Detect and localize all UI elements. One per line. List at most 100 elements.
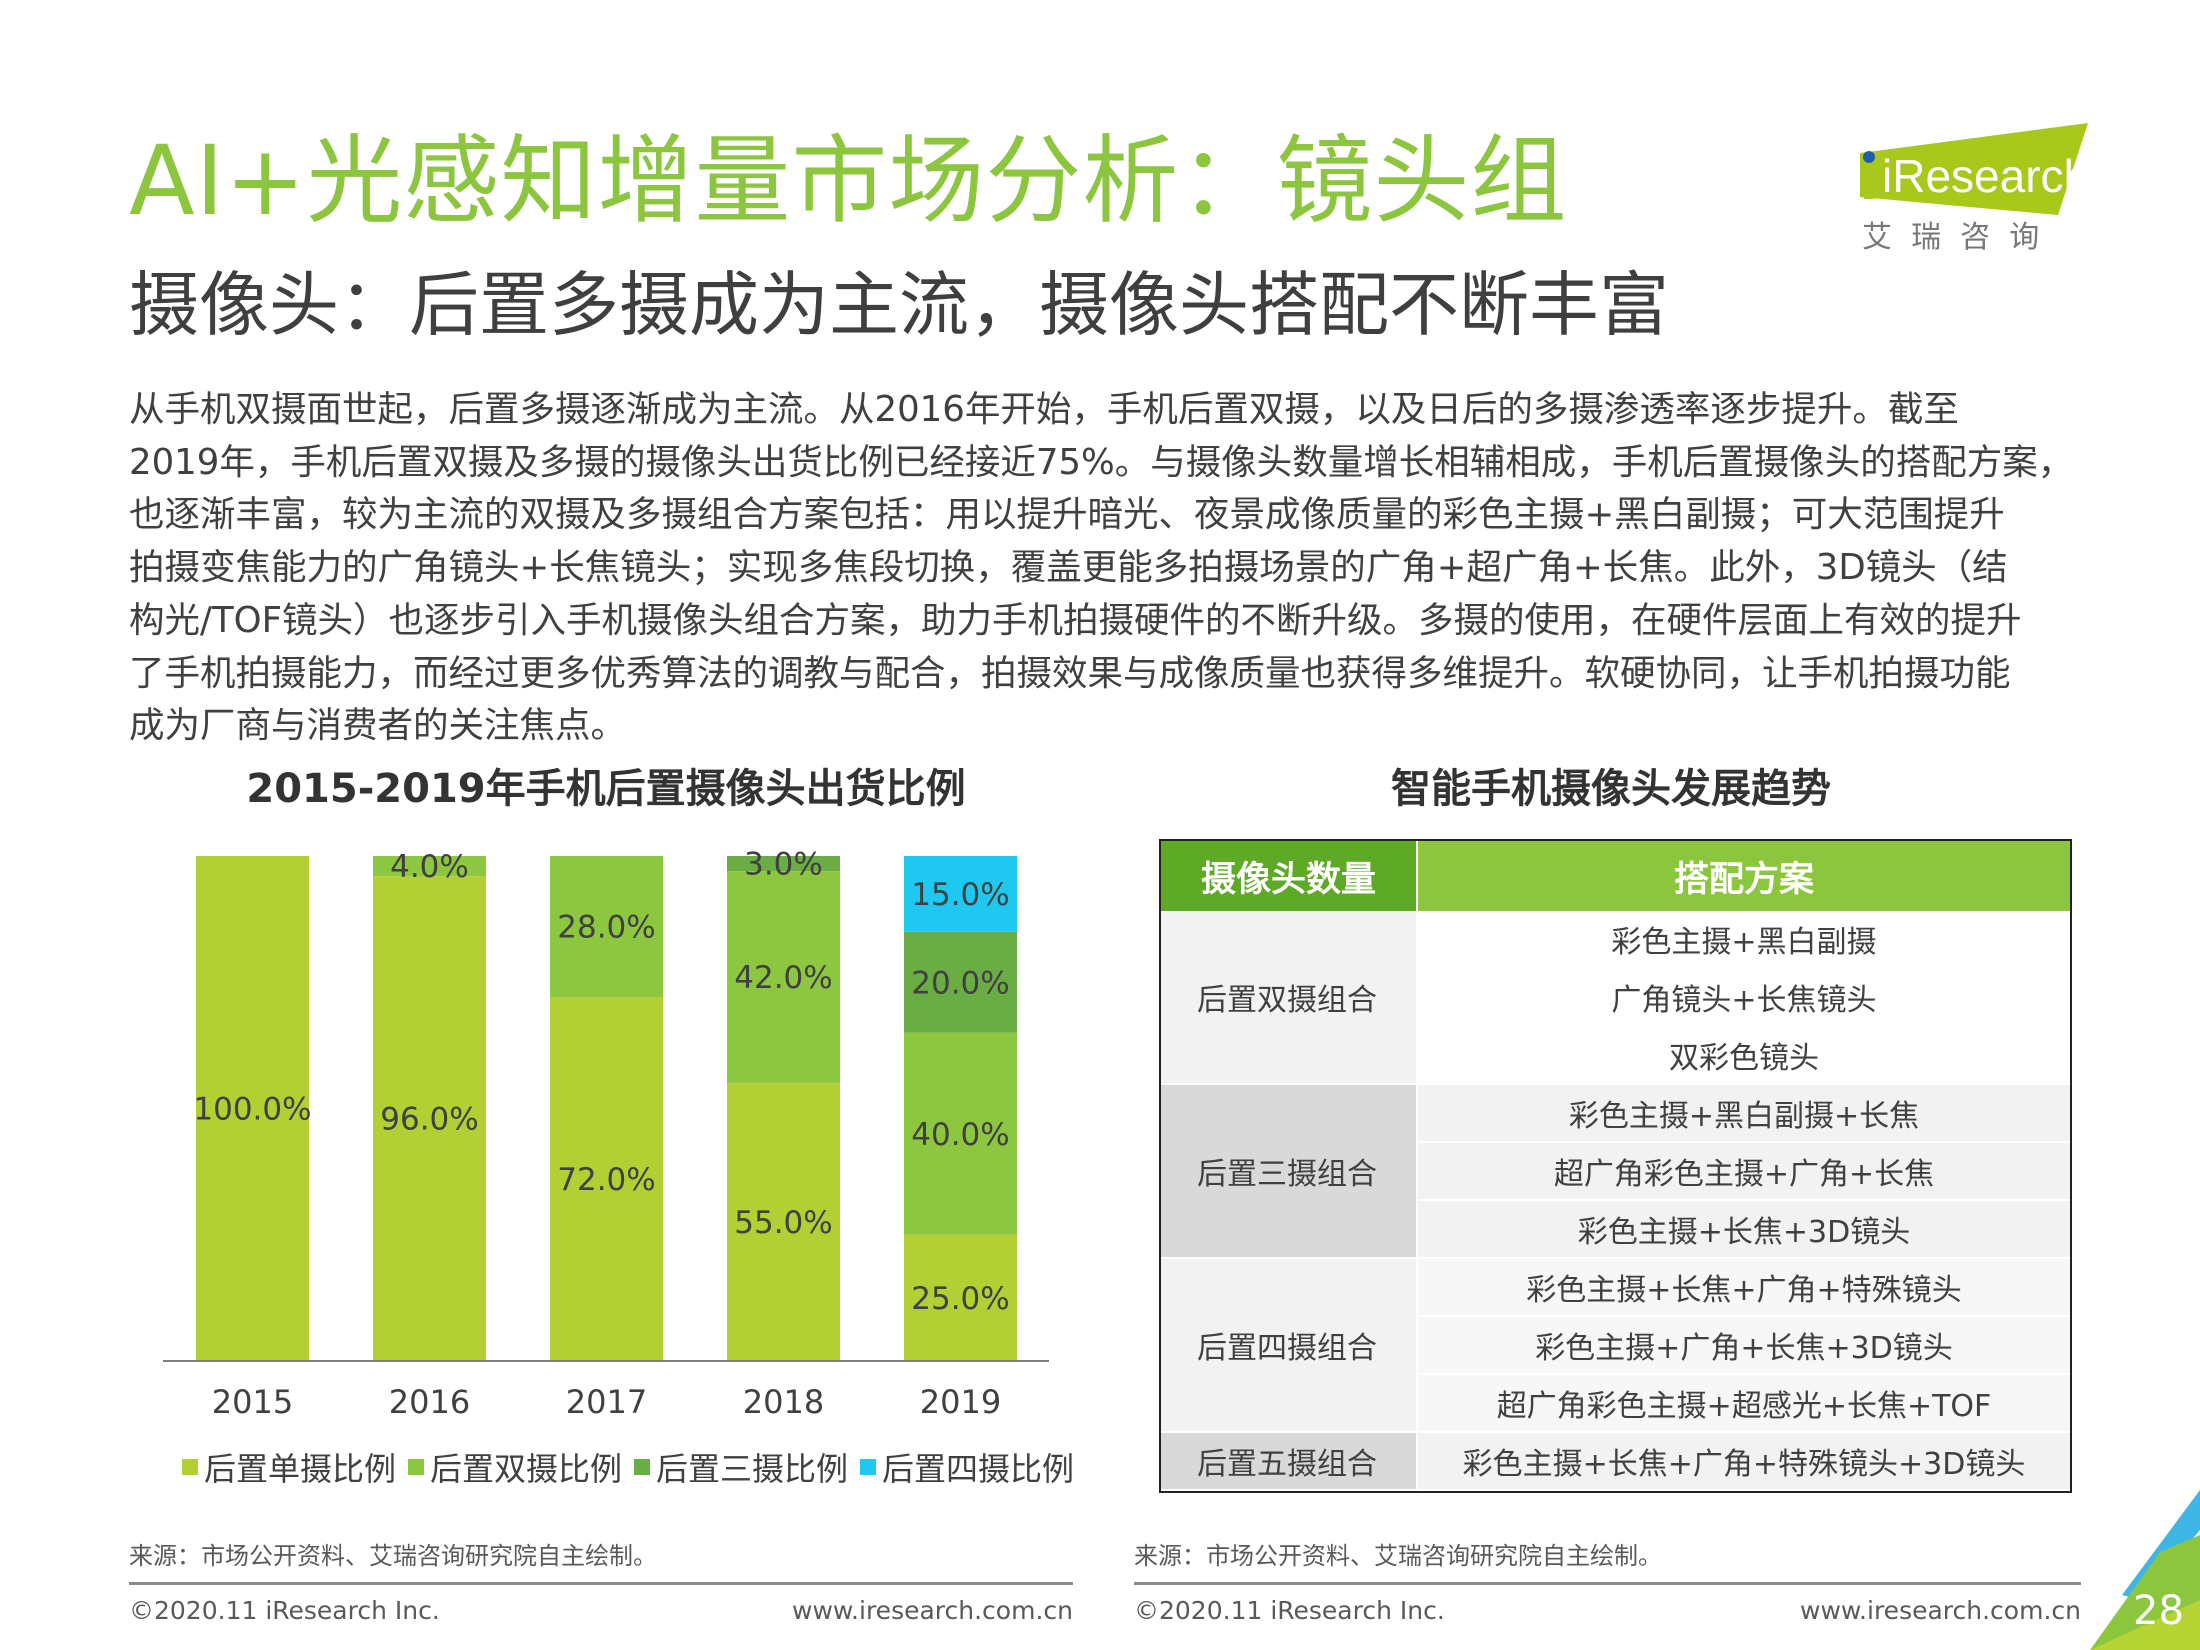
bar-segment xyxy=(550,997,663,1361)
data-label: 96.0% xyxy=(380,1102,478,1138)
body-line: 构光/TOF镜头）也逐步引入手机摄像头组合方案，助力手机拍摄硬件的不断升级。多摄… xyxy=(129,599,2022,641)
legend-label: 后置四摄比例 xyxy=(882,1450,1075,1488)
combination-cell: 彩色主摄+长焦+广角+特殊镜头+3D镜头 xyxy=(1417,1432,2070,1491)
table-row: 超广角彩色主摄+广角+长焦 xyxy=(1161,1142,2070,1201)
legend-swatch xyxy=(860,1459,877,1475)
iresearch-logo: iResearch 艾 瑞 咨 询 xyxy=(1860,123,2089,255)
legend-swatch xyxy=(182,1459,198,1475)
combination-cell: 彩色主摄+广角+长焦+3D镜头 xyxy=(1417,1316,2070,1375)
combination-cell: 彩色主摄+黑白副摄+长焦 xyxy=(1417,1084,2070,1143)
page-subtitle: 摄像头：后置多摄成为主流，摄像头搭配不断丰富 xyxy=(129,264,1669,346)
combination-cell: 超广角彩色主摄+超感光+长焦+TOF xyxy=(1417,1374,2070,1433)
body-line: 也逐渐丰富，较为主流的双摄及多摄组合方案包括：用以提升暗光、夜景成像质量的彩色主… xyxy=(129,494,2005,536)
table-row: 广角镜头+长焦镜头 xyxy=(1161,968,2070,1027)
combination-cell: 广角镜头+长焦镜头 xyxy=(1417,968,2070,1027)
website-link-right[interactable]: www.iresearch.com.cn xyxy=(1800,1596,2081,1625)
bar-segment xyxy=(196,856,309,1361)
data-label: 4.0% xyxy=(390,849,469,885)
body-line: 从手机双摄面世起，后置多摄逐渐成为主流。从2016年开始，手机后置双摄，以及日后… xyxy=(129,389,1959,430)
bar-segment xyxy=(373,876,486,1361)
table-title: 智能手机摄像头发展趋势 xyxy=(1391,766,1831,812)
bar-segment xyxy=(904,1234,1017,1361)
combination-cell: 超广角彩色主摄+广角+长焦 xyxy=(1417,1142,2070,1201)
copyright-right: ©2020.11 iResearch Inc. xyxy=(1134,1596,1445,1625)
bar-segment xyxy=(904,856,1017,932)
corner-lime-block xyxy=(2090,1600,2200,1650)
camera-count-cell: 后置双摄组合 xyxy=(1161,911,1418,1085)
combination-cell: 彩色主摄+长焦+3D镜头 xyxy=(1417,1200,2070,1259)
data-label: 25.0% xyxy=(911,1281,1009,1317)
table-row: 彩色主摄+广角+长焦+3D镜头 xyxy=(1161,1316,2070,1375)
copyright-left: ©2020.11 iResearch Inc. xyxy=(129,1596,440,1625)
logo-wordmark: iResearch xyxy=(1882,150,2089,202)
x-tick-label: 2019 xyxy=(920,1383,1001,1421)
combination-cell: 彩色主摄+长焦+广角+特殊镜头 xyxy=(1417,1258,2070,1317)
body-line: 2019年，手机后置双摄及多摄的摄像头出货比例已经接近75%。与摄像头数量增长相… xyxy=(129,441,2074,483)
legend-label: 后置三摄比例 xyxy=(656,1450,849,1488)
body-line: 了手机拍摄能力，而经过更多优秀算法的调教与配合，拍摄效果与成像质量也获得多维提升… xyxy=(129,652,2011,694)
data-label: 40.0% xyxy=(911,1117,1009,1153)
bar-segment xyxy=(727,871,840,1084)
page-title: AI+光感知增量市场分析：镜头组 xyxy=(129,125,1568,237)
page-number: 28 xyxy=(2133,1588,2184,1634)
website-link-left[interactable]: www.iresearch.com.cn xyxy=(792,1596,1073,1625)
body-line: 成为厂商与消费者的关注焦点。 xyxy=(129,705,627,747)
data-label: 3.0% xyxy=(744,847,823,883)
corner-decoration xyxy=(2090,1490,2200,1650)
legend-label: 后置单摄比例 xyxy=(204,1450,397,1488)
x-tick-label: 2015 xyxy=(212,1383,293,1421)
legend-item: 后置四摄比例 xyxy=(860,1444,1074,1490)
body-paragraph: 从手机双摄面世起，后置多摄逐渐成为主流。从2016年开始，手机后置双摄，以及日后… xyxy=(129,384,2129,753)
camera-count-cell: 后置四摄组合 xyxy=(1161,1258,1418,1433)
x-tick-label: 2018 xyxy=(743,1383,824,1421)
camera-count-cell: 后置三摄组合 xyxy=(1161,1084,1418,1259)
logo-i-stem xyxy=(1864,167,1874,199)
data-label: 15.0% xyxy=(911,877,1009,913)
stacked-bar-chart: 100.0% 2015 96.0% 4.0% 2016 72.0% 28.0% 2017 55.… xyxy=(163,847,1049,1421)
header-combination: 搭配方案 xyxy=(1416,841,2070,911)
legend-label: 后置双摄比例 xyxy=(430,1450,623,1488)
data-label: 42.0% xyxy=(734,960,832,996)
body-line: 拍摄变焦能力的广角镜头+长焦镜头；实现多焦段切换，覆盖更能多拍摄场景的广角+超广… xyxy=(129,547,2008,589)
table-row: 后置三摄组合 彩色主摄+黑白副摄+长焦 xyxy=(1161,1084,2070,1259)
legend-swatch xyxy=(408,1459,425,1475)
chart-title: 2015-2019年手机后置摄像头出货比例 xyxy=(246,766,966,812)
legend-item: 后置单摄比例 xyxy=(182,1444,396,1490)
logo-banner xyxy=(1860,123,2088,215)
camera-trend-table: 摄像头数量 搭配方案 后置双摄组合 彩色主摄+黑白副摄 广角镜头+长焦镜头 双彩色镜头… xyxy=(1159,839,2072,1493)
bar-segment xyxy=(373,856,486,877)
table-row: 后置双摄组合 彩色主摄+黑白副摄 xyxy=(1161,911,2070,1085)
bar-segment xyxy=(727,856,840,872)
x-tick-label: 2016 xyxy=(389,1383,470,1421)
source-note-left: 来源：市场公开资料、艾瑞咨询研究院自主绘制。 xyxy=(129,1542,657,1570)
data-label: 72.0% xyxy=(557,1162,655,1198)
header-camera-count: 摄像头数量 xyxy=(1161,841,1417,911)
camera-count-cell: 后置五摄组合 xyxy=(1161,1432,1418,1491)
bar-segment xyxy=(727,1083,840,1361)
source-note-right: 来源：市场公开资料、艾瑞咨询研究院自主绘制。 xyxy=(1134,1542,1662,1570)
footer-divider-right xyxy=(1134,1582,2081,1585)
table-row: 后置五摄组合 彩色主摄+长焦+广角+特殊镜头+3D镜头 xyxy=(1161,1432,2070,1491)
legend-item: 后置双摄比例 xyxy=(408,1444,622,1490)
x-tick-label: 2017 xyxy=(566,1383,647,1421)
legend-swatch xyxy=(634,1459,651,1475)
logo-dot xyxy=(1863,151,1875,163)
corner-blue-strip xyxy=(2122,1490,2200,1600)
data-label: 55.0% xyxy=(734,1205,832,1241)
chart-legend: 后置单摄比例 后置双摄比例 后置三摄比例 后置四摄比例 xyxy=(182,1444,1074,1490)
table-row: 彩色主摄+长焦+3D镜头 xyxy=(1161,1200,2070,1259)
data-label: 20.0% xyxy=(911,965,1009,1001)
table-row: 后置四摄组合 彩色主摄+长焦+广角+特殊镜头 xyxy=(1161,1258,2070,1433)
logo-cn-name: 艾 瑞 咨 询 xyxy=(1862,220,2039,255)
combination-cell: 双彩色镜头 xyxy=(1417,1026,2070,1085)
bar-segment xyxy=(904,931,1017,1033)
table-row: 超广角彩色主摄+超感光+长焦+TOF xyxy=(1161,1374,2070,1433)
bar-segment xyxy=(550,856,663,998)
footer-divider-left xyxy=(129,1582,1073,1585)
data-label: 100.0% xyxy=(193,1092,311,1128)
table-row: 双彩色镜头 xyxy=(1161,1026,2070,1085)
data-label: 28.0% xyxy=(557,910,655,946)
legend-item: 后置三摄比例 xyxy=(634,1444,848,1490)
bar-segment xyxy=(904,1032,1017,1235)
combination-cell: 彩色主摄+黑白副摄 xyxy=(1417,911,2070,969)
